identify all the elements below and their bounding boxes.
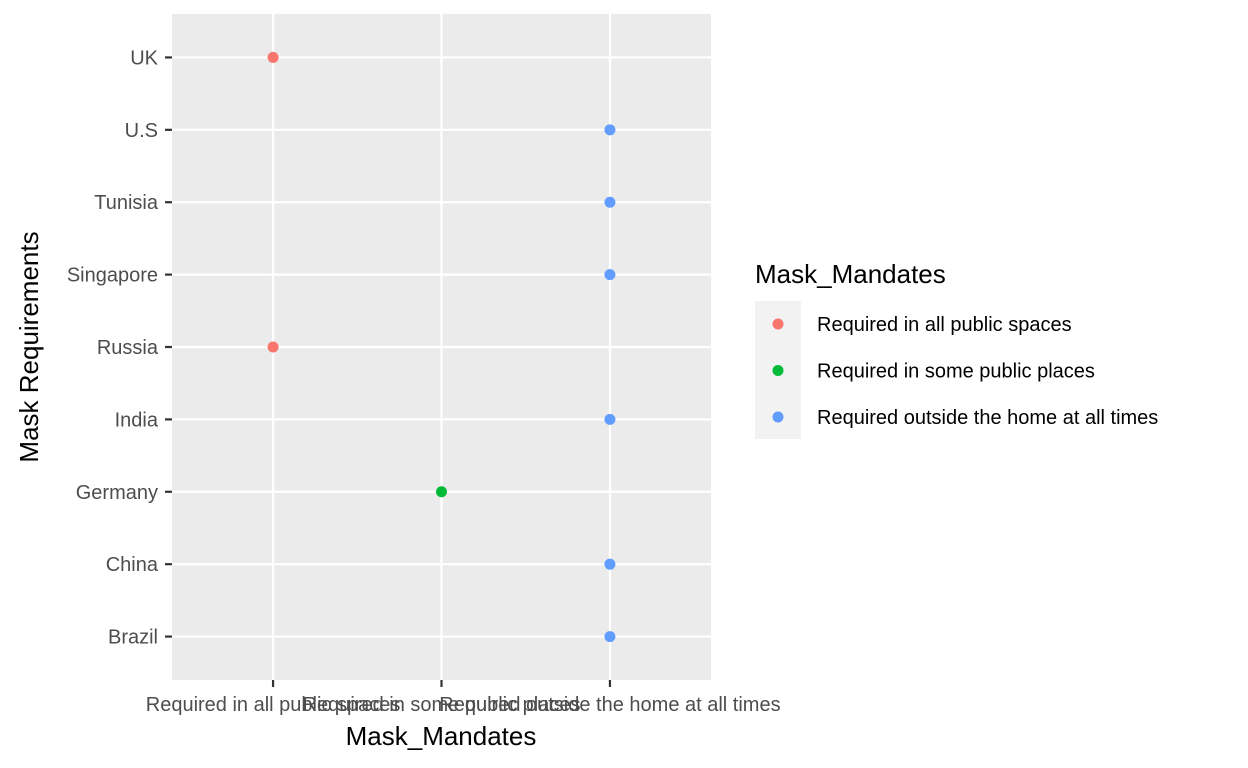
y-tick-label: India (115, 409, 159, 431)
x-tick-label: Required outside the home at all times (439, 694, 780, 716)
legend: Mask_Mandates Required in all public spa… (755, 259, 1158, 439)
legend-entries: Required in all public spaces Required in… (772, 314, 1158, 429)
y-axis-tick-labels: Brazil China Germany India Russia Singapore Tu… (67, 47, 159, 648)
y-axis-title: Mask Requirements (14, 231, 44, 462)
y-tick-label: Germany (76, 482, 158, 504)
y-tick-label: Singapore (67, 265, 158, 287)
legend-label: Required in all public spaces (817, 314, 1072, 336)
y-tick-label: UK (130, 47, 158, 69)
data-point (604, 558, 616, 570)
data-points (267, 51, 616, 643)
legend-label: Required outside the home at all times (817, 407, 1158, 429)
legend-key (772, 365, 784, 376)
y-tick-label: Tunisia (94, 192, 159, 214)
x-axis-title: Mask_Mandates (346, 721, 537, 751)
x-tick-label: Required in some public places (303, 694, 581, 716)
legend-key (772, 411, 784, 423)
legend-title: Mask_Mandates (755, 259, 946, 289)
data-point (436, 486, 447, 498)
data-point (267, 341, 279, 353)
data-point (604, 124, 616, 136)
legend-label: Required in some public places (817, 361, 1095, 383)
y-tick-label: Brazil (108, 627, 158, 649)
y-tick-label: China (106, 554, 159, 576)
data-point (604, 196, 616, 208)
data-point (604, 631, 616, 643)
data-point (604, 413, 616, 425)
y-tick-label: Russia (97, 337, 159, 359)
legend-key (772, 318, 784, 330)
y-tick-label: U.S (125, 120, 158, 142)
x-tick-label: Required in all public spaces (146, 694, 401, 716)
axis-ticks (165, 56, 612, 687)
data-point (604, 269, 616, 281)
data-point (267, 51, 279, 63)
